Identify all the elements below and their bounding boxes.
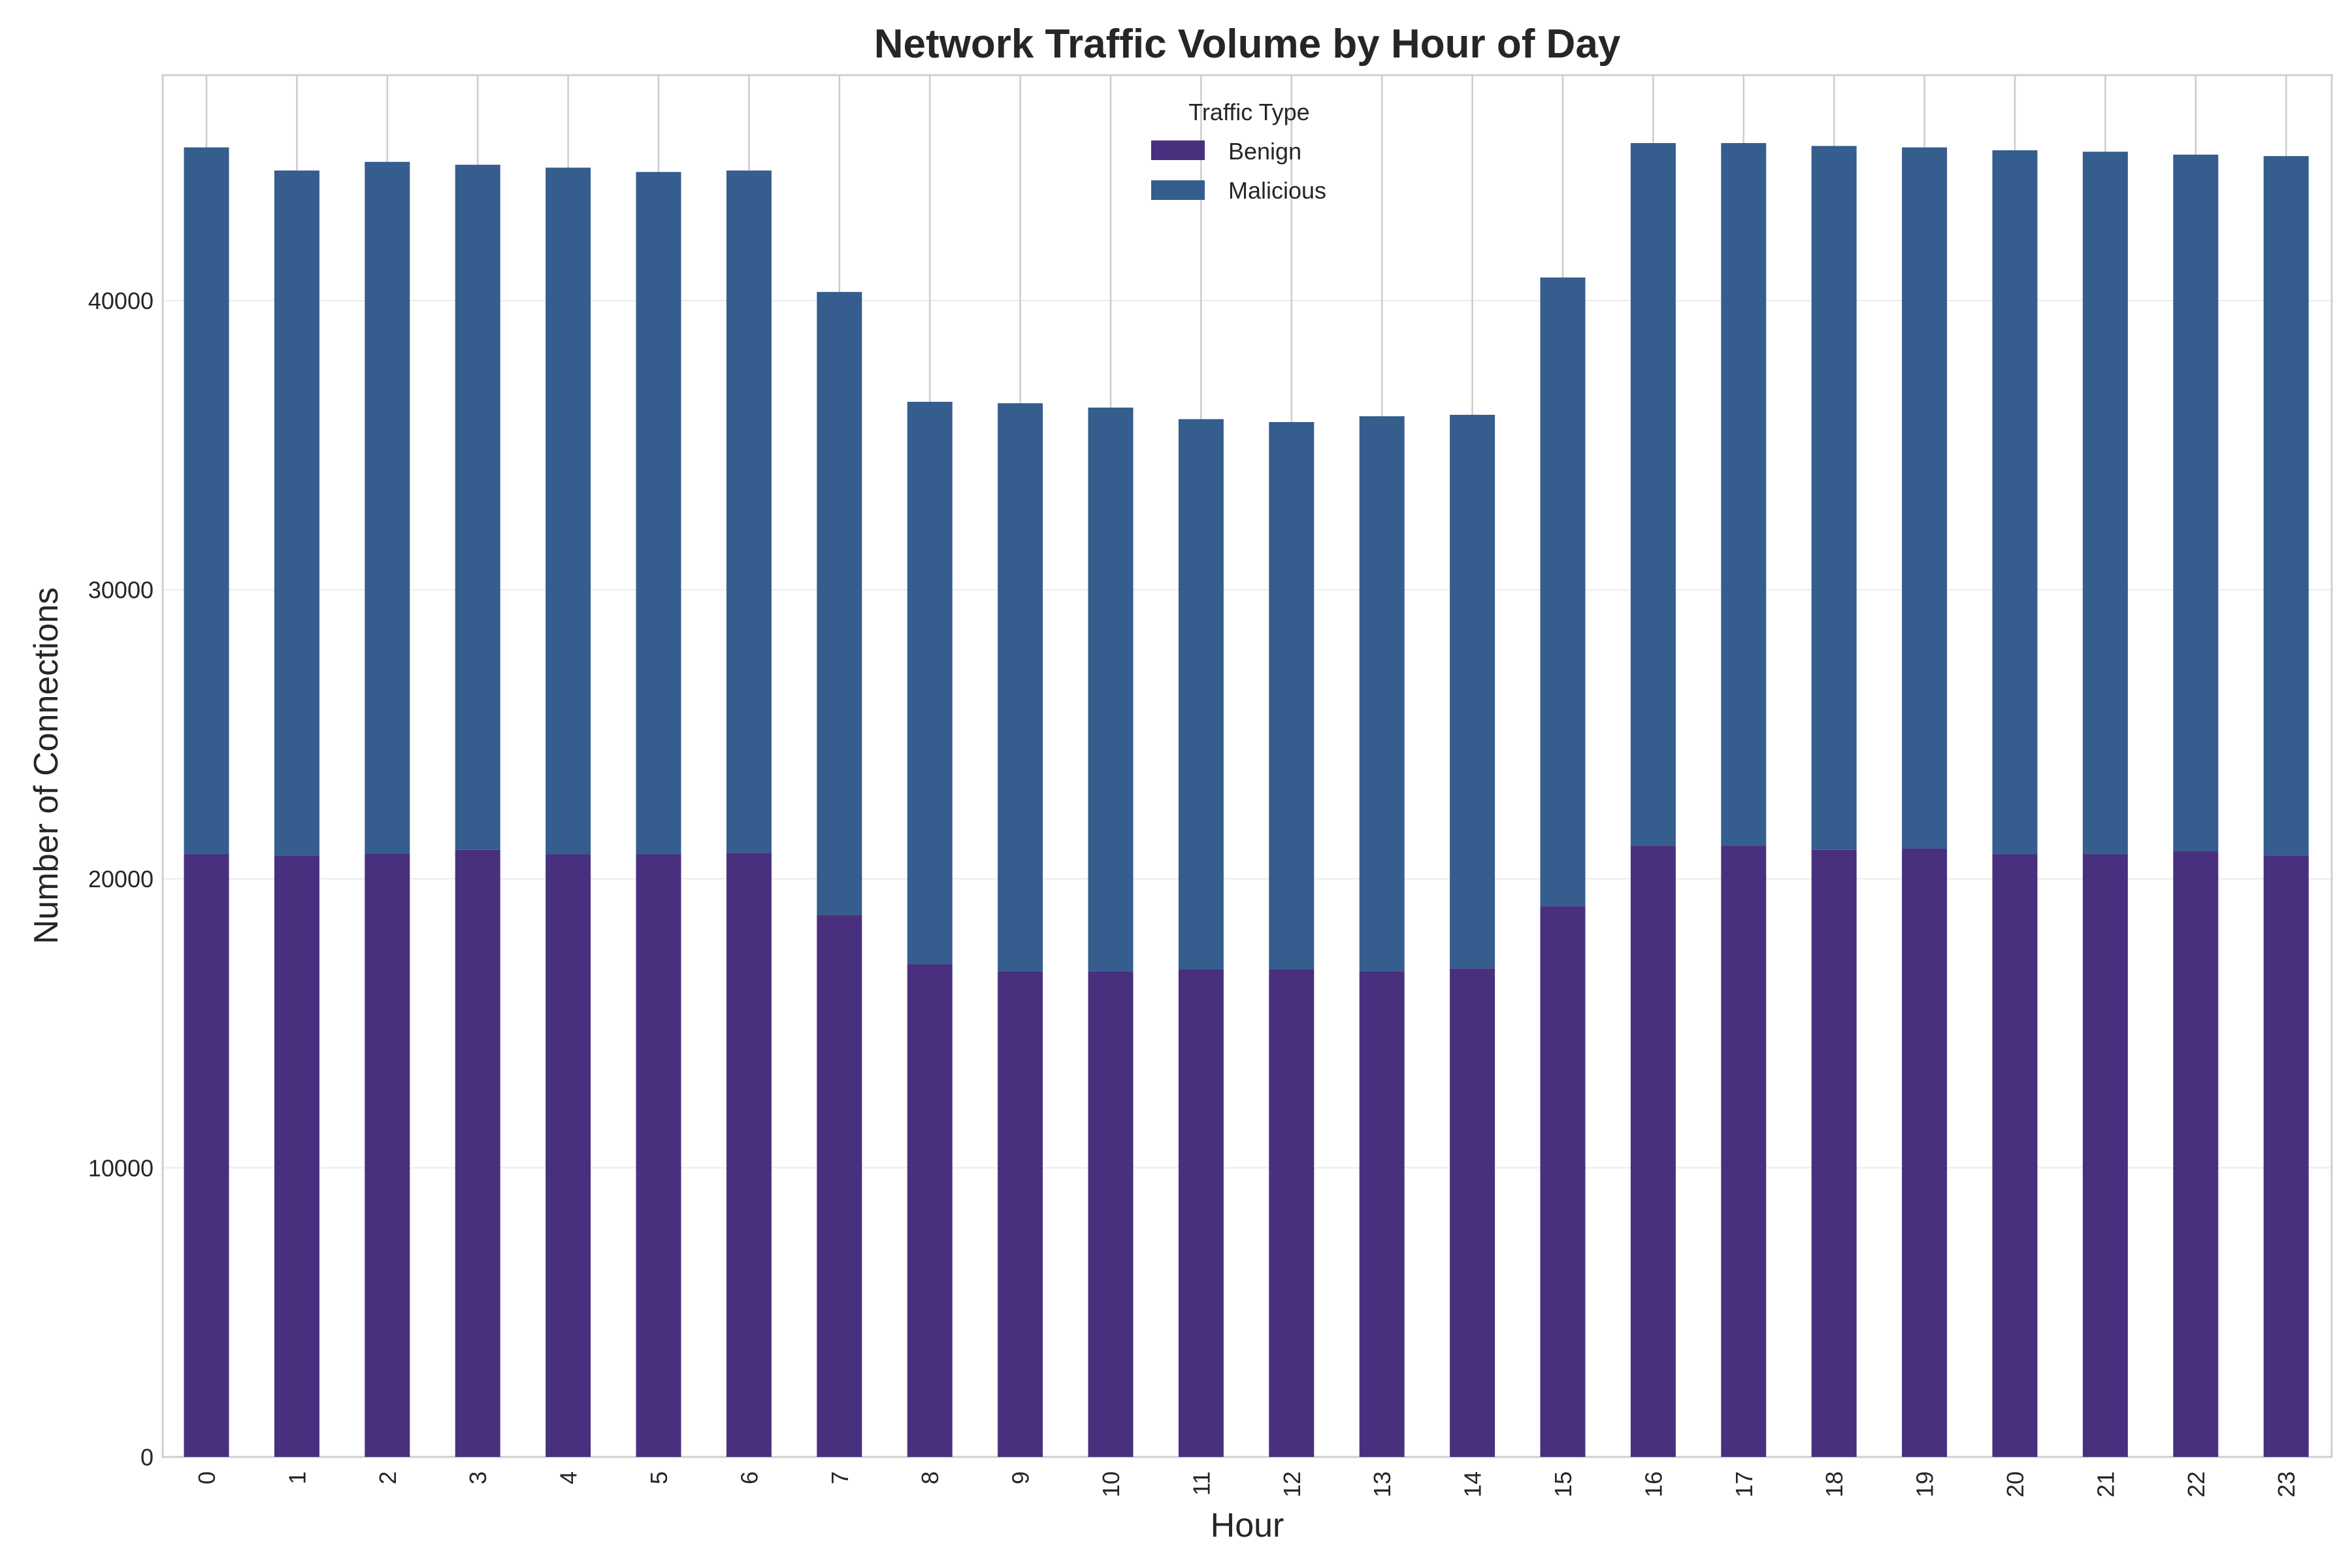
plot-frame [161,74,2333,1458]
bar-malicious-hour-3 [455,165,500,850]
y-tick-labels: 0 10000 20000 30000 40000 [88,287,154,1471]
legend-title: Traffic Type [1188,99,1309,125]
bar-benign-hour-1 [274,855,319,1457]
bar-benign-hour-2 [365,853,410,1457]
bar-malicious-hour-11 [1178,419,1224,970]
bar-benign-hour-22 [2173,851,2219,1457]
bar-malicious-hour-12 [1269,421,1315,970]
bar-malicious-hour-22 [2173,154,2219,852]
bars [184,142,2309,1457]
x-tick-label: 0 [193,1471,220,1484]
x-tick-label: 7 [826,1471,853,1484]
bar-benign-hour-23 [2263,855,2309,1457]
x-tick-label: 19 [1912,1471,1938,1497]
x-tick-labels: 0 1 2 3 4 5 6 7 8 9 10 11 12 13 14 15 16 17 18 19 20 21 22 23 [193,1471,2300,1497]
bar-benign-hour-6 [726,853,772,1457]
x-tick-label: 22 [2183,1471,2210,1497]
x-tick-label: 11 [1188,1471,1215,1495]
bar-benign-hour-12 [1269,969,1315,1457]
x-tick-label: 15 [1550,1471,1576,1497]
bar-malicious-hour-7 [817,291,862,915]
bar-benign-hour-10 [1088,971,1134,1457]
bar-malicious-hour-4 [546,167,591,855]
x-tick-label: 21 [2092,1471,2119,1497]
x-tick-label: 23 [2273,1471,2300,1497]
legend-label-benign: Benign [1228,138,1301,165]
bar-malicious-hour-18 [1811,146,1857,850]
bar-benign-hour-3 [455,849,500,1457]
bar-malicious-hour-21 [2082,152,2128,855]
x-tick-label: 12 [1279,1471,1305,1497]
bar-malicious-hour-17 [1721,142,1767,846]
legend-swatch-benign [1151,140,1205,160]
bar-malicious-hour-9 [998,403,1043,972]
bar-malicious-hour-0 [184,147,229,855]
x-tick-label: 10 [1098,1471,1124,1497]
bar-malicious-hour-5 [636,172,681,855]
x-tick-label: 17 [1731,1471,1757,1497]
x-tick-label: 18 [1821,1471,1848,1497]
y-tick-label: 0 [140,1444,154,1471]
x-tick-label: 5 [645,1471,672,1484]
y-axis-label: Number of Connections [27,587,65,944]
legend-label-malicious: Malicious [1228,177,1326,204]
y-tick-label: 20000 [88,866,154,892]
bar-malicious-hour-10 [1088,407,1134,972]
bar-benign-hour-20 [1992,854,2038,1457]
x-tick-label: 8 [917,1471,943,1484]
bar-benign-hour-14 [1450,968,1495,1457]
x-tick-label: 16 [1640,1471,1667,1497]
bar-malicious-hour-23 [2263,155,2309,856]
bar-malicious-hour-16 [1630,142,1676,846]
x-tick-label: 1 [284,1471,310,1484]
y-tick-label: 40000 [88,287,154,314]
bar-benign-hour-18 [1811,849,1857,1457]
x-tick-label: 3 [465,1471,491,1484]
bar-malicious-hour-8 [907,401,953,964]
bar-benign-hour-7 [817,915,862,1457]
y-tick-label: 10000 [88,1155,154,1182]
bar-benign-hour-4 [546,854,591,1457]
x-tick-label: 6 [736,1471,762,1484]
x-tick-label: 9 [1007,1471,1034,1484]
bar-malicious-hour-14 [1450,414,1495,969]
bar-benign-hour-15 [1540,906,1586,1457]
bar-malicious-hour-13 [1359,416,1405,972]
bar-benign-hour-8 [907,964,953,1457]
bar-malicious-hour-15 [1540,277,1586,907]
x-axis-label: Hour [1211,1507,1284,1544]
legend: Traffic Type Benign Malicious [1151,99,1326,204]
x-tick-label: 13 [1369,1471,1396,1497]
bar-benign-hour-21 [2082,854,2128,1457]
x-tick-label: 4 [555,1471,582,1484]
x-tick-label: 14 [1460,1471,1486,1497]
y-tick-label: 30000 [88,577,154,604]
bar-benign-hour-9 [998,971,1043,1457]
bar-benign-hour-13 [1359,971,1405,1457]
bar-malicious-hour-19 [1902,147,1948,849]
bar-benign-hour-16 [1630,845,1676,1457]
bar-benign-hour-11 [1178,969,1224,1457]
bar-benign-hour-5 [636,854,681,1457]
bar-malicious-hour-20 [1992,150,2038,855]
bar-benign-hour-19 [1902,848,1948,1457]
x-tick-label: 20 [2002,1471,2029,1497]
bar-benign-hour-17 [1721,845,1767,1457]
bar-benign-hour-0 [184,854,229,1457]
bar-malicious-hour-6 [726,171,772,853]
bar-malicious-hour-2 [365,161,410,854]
x-tick-label: 2 [374,1471,401,1484]
chart-title: Network Traffic Volume by Hour of Day [874,22,1621,67]
legend-swatch-malicious [1151,180,1205,200]
bar-malicious-hour-1 [274,171,319,856]
